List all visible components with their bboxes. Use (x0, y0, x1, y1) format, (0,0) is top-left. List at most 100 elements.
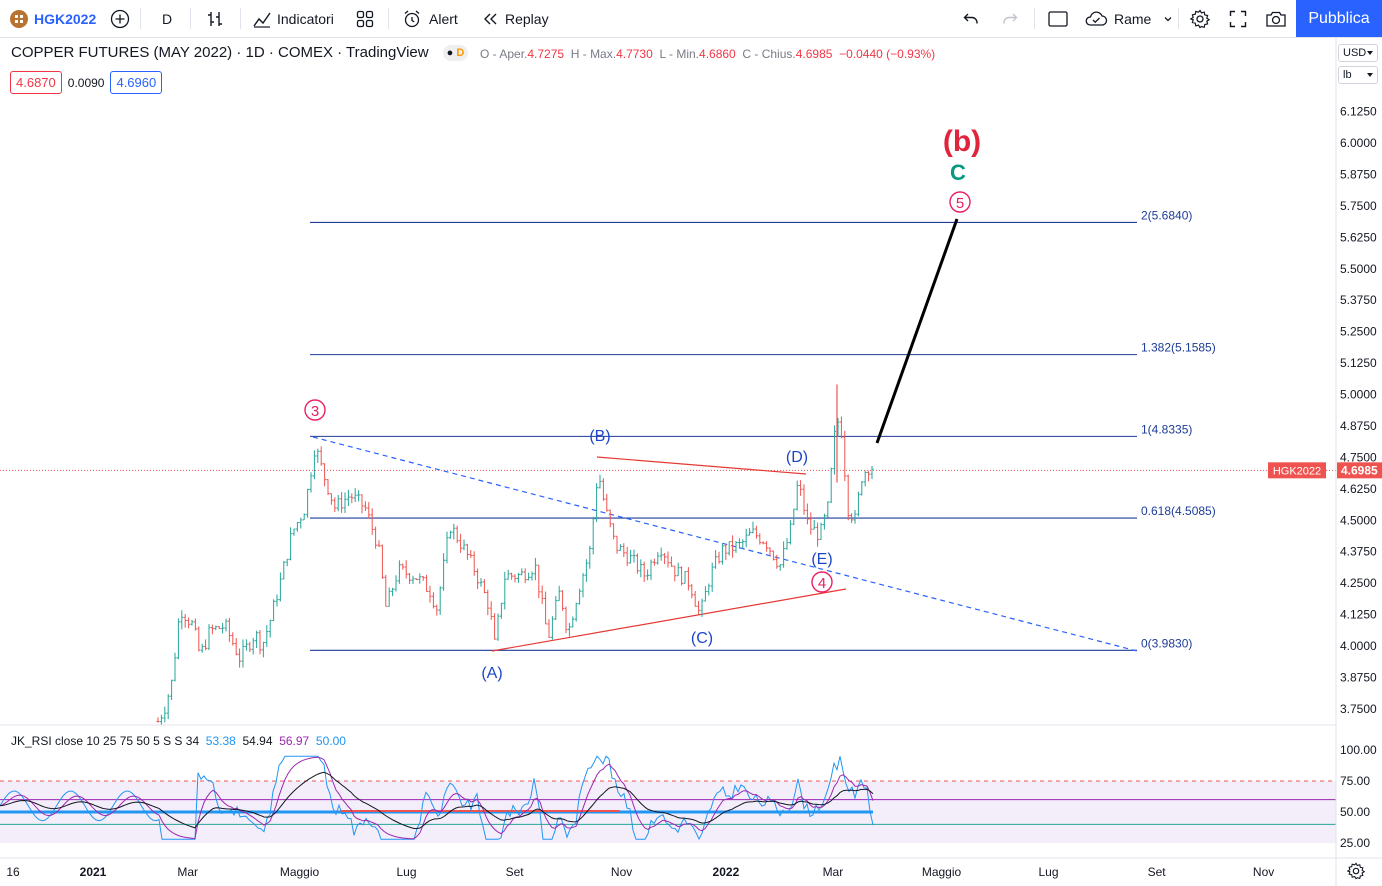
time-tick-label: Lug (1038, 865, 1058, 879)
rewind-icon (484, 13, 497, 24)
chart-title[interactable]: COPPER FUTURES (MAY 2022) · 1D · COMEX ·… (11, 44, 429, 61)
gear-icon (1190, 8, 1210, 28)
rsi-band-lower (0, 812, 1336, 843)
last-price-tag (1337, 462, 1382, 479)
price-tick-label: 5.8750 (1340, 167, 1377, 181)
fullscreen-layout-button[interactable] (1048, 0, 1068, 37)
projection-line (875, 218, 959, 444)
rectangle-icon (1048, 10, 1068, 27)
open-value: 4.7275 (527, 47, 565, 61)
data-status-badge[interactable]: ● D (442, 44, 469, 61)
fib-level-label: 0.618(4.5085) (1141, 504, 1216, 518)
price-tick-label: 4.6250 (1340, 482, 1377, 496)
price-tick-label: 5.3750 (1340, 293, 1377, 307)
wave-label-D: (D) (786, 449, 808, 466)
undo-icon (963, 13, 978, 23)
symbol-tag-label: HGK2022 (1273, 465, 1321, 477)
time-tick-label: Set (506, 865, 525, 879)
grid-icon (356, 10, 374, 27)
rsi-legend[interactable]: JK_RSI close 10 25 75 50 5 S S 34 53.38 … (11, 734, 346, 748)
alert-button[interactable]: Alert (402, 0, 458, 37)
sell-price-button[interactable]: 4.6870 (10, 71, 62, 94)
wave-label-C: (C) (691, 630, 713, 647)
price-tick-label: 6.1250 (1340, 105, 1377, 119)
wave-label-E: (E) (811, 551, 832, 568)
chart-type-button[interactable] (205, 0, 225, 37)
compare-button[interactable] (110, 0, 130, 37)
rsi-tick-label: 100.00 (1340, 743, 1377, 757)
interval-button[interactable]: D (162, 0, 172, 37)
buy-price-button[interactable]: 4.6960 (110, 71, 163, 94)
symbol-name: HGK2022 (34, 10, 97, 27)
indicators-label: Indicatori (277, 10, 334, 27)
spread-value: 0.0090 (67, 75, 105, 90)
price-tick-label: 5.7500 (1340, 199, 1377, 213)
price-tick-label: 6.0000 (1340, 136, 1377, 150)
rsi-tick-label: 25.00 (1340, 836, 1370, 850)
price-tick-label: 4.0000 (1340, 639, 1377, 653)
time-tick-label: Mar (177, 865, 198, 879)
bars-icon (208, 11, 222, 26)
wave-3-circle (304, 399, 326, 421)
time-tick-label: Set (1148, 865, 1167, 879)
symbol-search[interactable]: HGK2022 (10, 0, 96, 37)
time-tick-label: Maggio (280, 865, 320, 879)
undo-button[interactable] (962, 0, 980, 37)
triangle-lower-line (491, 588, 847, 652)
fullscreen-icon (1229, 10, 1247, 27)
rsi-panel-background (0, 781, 1336, 843)
wave-label-c: C (950, 160, 966, 185)
redo-button[interactable] (1001, 0, 1019, 37)
rsi-lines (0, 755, 1336, 841)
indicators-button[interactable]: Indicatori (252, 0, 334, 37)
rsi-slow-line (0, 771, 874, 829)
currency-select[interactable]: USD (1338, 44, 1378, 62)
low-label: L - Min. (659, 47, 700, 61)
time-tick-label: Maggio (922, 865, 962, 879)
time-tick-label: 16 (6, 865, 20, 879)
camera-icon (1266, 11, 1286, 27)
fullscreen-button[interactable] (1229, 0, 1247, 37)
price-tick-label: 5.6250 (1340, 230, 1377, 244)
price-tick-label: 3.7500 (1340, 702, 1377, 716)
chart-legend: COPPER FUTURES (MAY 2022) · 1D · COMEX ·… (11, 44, 469, 61)
plus-circle-icon (110, 9, 130, 28)
symbol-price-tag (1268, 462, 1326, 479)
rsi-tick-label: 75.00 (1340, 774, 1370, 788)
axis-settings-button[interactable] (1346, 862, 1366, 885)
axis-units: USD lb (1338, 44, 1378, 88)
top-toolbar: HGK2022 D Indicatori Alert Replay Rame (0, 0, 1382, 38)
delay-badge: D (456, 46, 465, 59)
open-label: O - Aper. (480, 47, 528, 61)
replay-button[interactable]: Replay (482, 0, 549, 37)
fib-level-label: 1.382(5.1585) (1141, 341, 1216, 355)
last-price-label: 4.6985 (1341, 463, 1378, 477)
snapshot-button[interactable] (1265, 0, 1287, 37)
close-value: 4.6985 (795, 47, 833, 61)
publish-label: Pubblica (1308, 9, 1370, 27)
chart-lines (0, 218, 1336, 652)
unit-select[interactable]: lb (1338, 66, 1378, 84)
price-tick-label: 4.1250 (1340, 608, 1377, 622)
templates-button[interactable] (356, 0, 374, 37)
high-label: H - Max. (570, 47, 617, 61)
rsi-name: JK_RSI close 10 25 75 50 5 S S 34 (11, 734, 200, 748)
price-tick-label: 4.3750 (1340, 545, 1377, 559)
price-tick-label: 5.2500 (1340, 325, 1377, 339)
price-tick-label: 4.8750 (1340, 419, 1377, 433)
gear-icon (1346, 862, 1366, 880)
settings-button[interactable] (1190, 0, 1210, 37)
axes: 6.1250 6.0000 5.8750 5.7500 5.6250 5.5000 5.37… (0, 37, 1382, 886)
triangle-upper-line (596, 456, 807, 475)
wave-labels: (b)C 5 3 4 (A) (B) (C) (D) (E) (304, 125, 981, 682)
wave-label-B: (B) (589, 428, 610, 445)
time-tick-label: 2022 (713, 865, 740, 879)
rsi-fast-line (0, 755, 874, 841)
price-tick-label: 5.1250 (1340, 356, 1377, 370)
layout-save-button[interactable]: Rame (1084, 0, 1173, 37)
candles (156, 384, 874, 726)
wave-label-b: (b) (943, 125, 981, 158)
alert-label: Alert (429, 10, 458, 27)
publish-button[interactable]: Pubblica (1296, 0, 1382, 37)
